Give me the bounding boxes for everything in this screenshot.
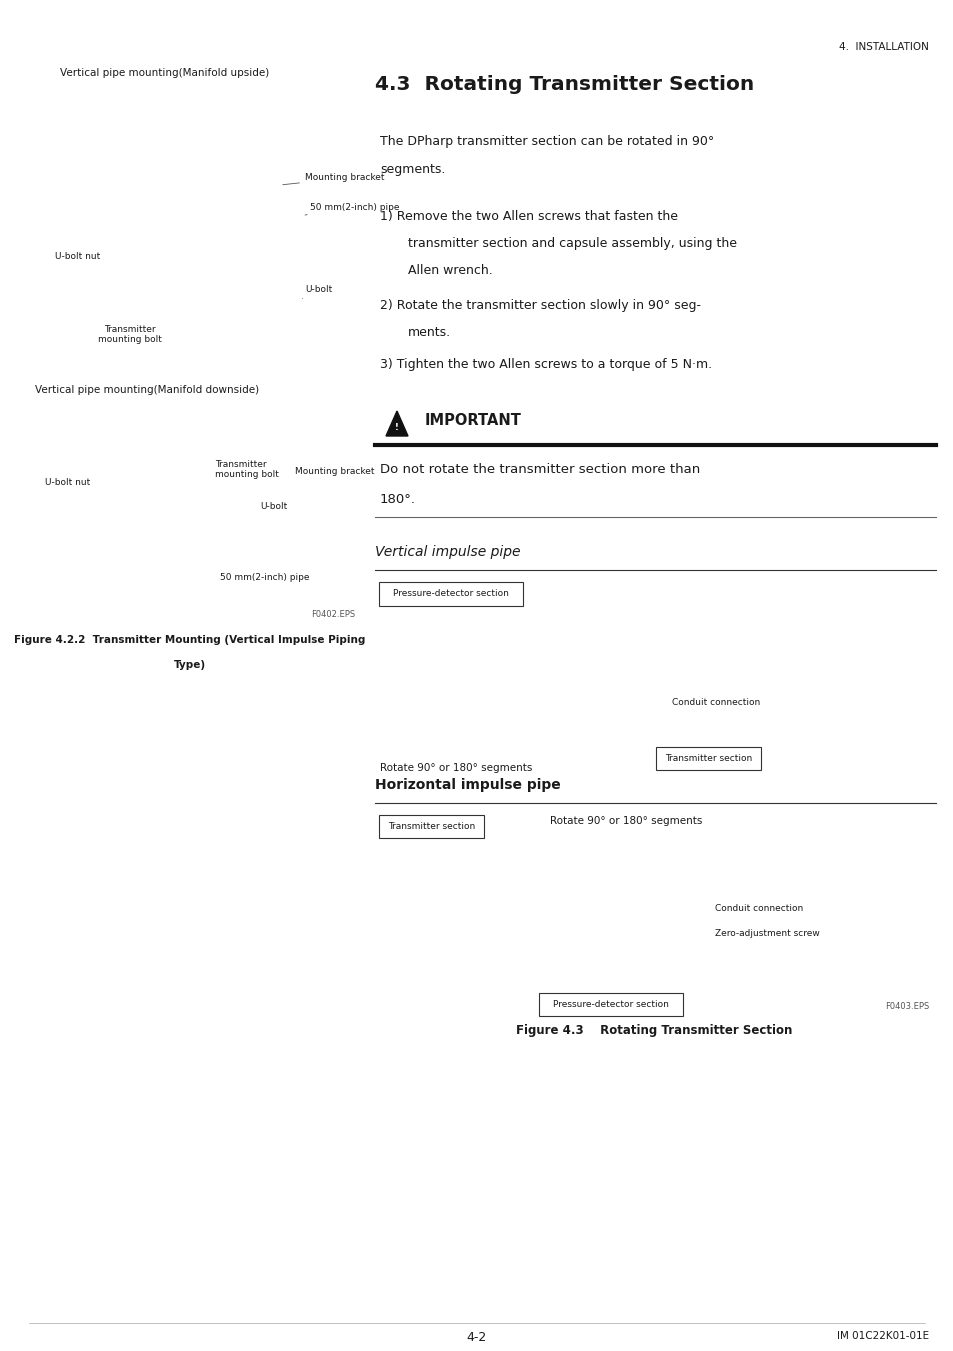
Text: U-bolt: U-bolt (260, 503, 287, 511)
Text: 4.  INSTALLATION: 4. INSTALLATION (839, 42, 928, 51)
Text: Transmitter
mounting bolt: Transmitter mounting bolt (214, 459, 278, 480)
Text: F0403.EPS: F0403.EPS (883, 1002, 928, 1011)
FancyBboxPatch shape (378, 815, 483, 838)
Text: Vertical pipe mounting(Manifold downside): Vertical pipe mounting(Manifold downside… (35, 385, 259, 394)
Text: ments.: ments. (408, 326, 451, 339)
Text: !: ! (395, 423, 398, 432)
Text: segments.: segments. (379, 163, 445, 176)
Text: Conduit connection: Conduit connection (714, 904, 802, 913)
Text: The DPharp transmitter section can be rotated in 90°: The DPharp transmitter section can be ro… (379, 135, 714, 149)
Text: Pressure-detector section: Pressure-detector section (393, 589, 508, 598)
Text: 180°.: 180°. (379, 493, 416, 507)
Text: Vertical impulse pipe: Vertical impulse pipe (375, 544, 520, 559)
Text: 3) Tighten the two Allen screws to a torque of 5 N·m.: 3) Tighten the two Allen screws to a tor… (379, 358, 711, 372)
Text: 4-2: 4-2 (466, 1331, 487, 1344)
Text: 2) Rotate the transmitter section slowly in 90° seg-: 2) Rotate the transmitter section slowly… (379, 299, 700, 312)
FancyBboxPatch shape (378, 582, 522, 607)
Text: transmitter section and capsule assembly, using the: transmitter section and capsule assembly… (408, 236, 737, 250)
Text: Mounting bracket: Mounting bracket (282, 173, 384, 185)
FancyBboxPatch shape (656, 747, 760, 770)
Text: Mounting bracket: Mounting bracket (294, 467, 375, 476)
Text: Type): Type) (173, 661, 206, 670)
Text: Do not rotate the transmitter section more than: Do not rotate the transmitter section mo… (379, 463, 700, 476)
Text: Allen wrench.: Allen wrench. (408, 263, 493, 277)
Polygon shape (386, 411, 408, 436)
Text: 50 mm(2-inch) pipe: 50 mm(2-inch) pipe (220, 573, 309, 582)
Text: Vertical pipe mounting(Manifold upside): Vertical pipe mounting(Manifold upside) (60, 68, 269, 78)
Text: IM 01C22K01-01E: IM 01C22K01-01E (836, 1331, 928, 1342)
Text: 50 mm(2-inch) pipe: 50 mm(2-inch) pipe (305, 204, 399, 215)
Text: Figure 4.3    Rotating Transmitter Section: Figure 4.3 Rotating Transmitter Section (516, 1024, 792, 1038)
Text: Zero-adjustment screw: Zero-adjustment screw (714, 929, 819, 938)
Text: 4.3  Rotating Transmitter Section: 4.3 Rotating Transmitter Section (375, 76, 754, 95)
Text: Rotate 90° or 180° segments: Rotate 90° or 180° segments (550, 816, 701, 825)
Text: U-bolt nut: U-bolt nut (55, 253, 100, 261)
Text: Transmitter
mounting bolt: Transmitter mounting bolt (98, 326, 162, 345)
Text: Rotate 90° or 180° segments: Rotate 90° or 180° segments (379, 763, 532, 773)
Text: Conduit connection: Conduit connection (671, 698, 760, 707)
Text: Transmitter section: Transmitter section (388, 821, 475, 831)
Text: 1) Remove the two Allen screws that fasten the: 1) Remove the two Allen screws that fast… (379, 209, 678, 223)
Text: U-bolt: U-bolt (302, 285, 332, 299)
Text: F0402.EPS: F0402.EPS (311, 611, 355, 619)
Text: IMPORTANT: IMPORTANT (424, 413, 521, 428)
FancyBboxPatch shape (538, 993, 682, 1016)
Text: Figure 4.2.2  Transmitter Mounting (Vertical Impulse Piping: Figure 4.2.2 Transmitter Mounting (Verti… (14, 635, 365, 644)
Text: Transmitter section: Transmitter section (664, 754, 751, 763)
Text: Horizontal impulse pipe: Horizontal impulse pipe (375, 778, 560, 792)
Text: Pressure-detector section: Pressure-detector section (553, 1000, 668, 1009)
Text: U-bolt nut: U-bolt nut (45, 478, 91, 486)
